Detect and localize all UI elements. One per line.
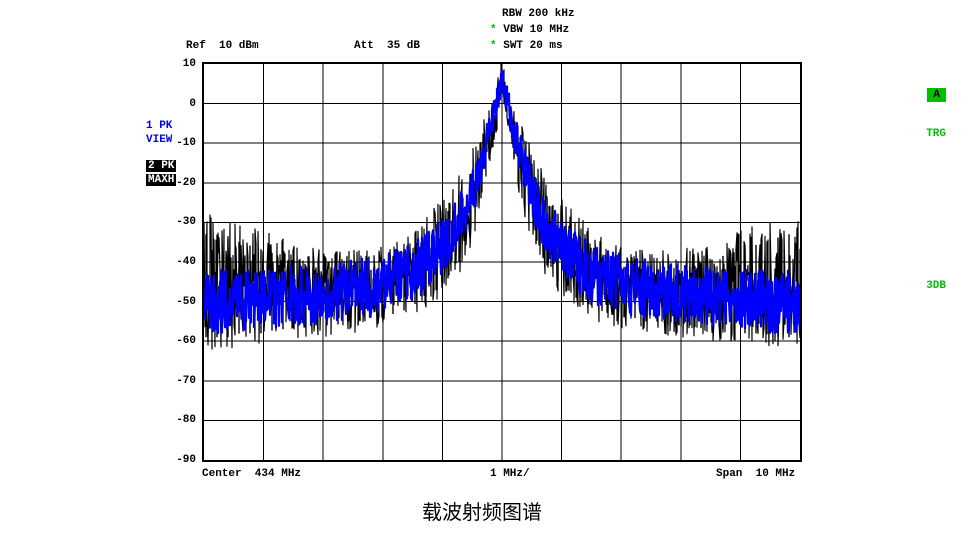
trace2-maxh-label: MAXH	[146, 174, 176, 186]
badge-a: A	[927, 88, 946, 102]
ytick-label: -90	[176, 454, 196, 466]
threedb-label: 3DB	[926, 280, 946, 292]
swt-label: * SWT 20 ms	[490, 40, 563, 52]
ytick-label: 0	[189, 98, 196, 110]
vbw-label: * VBW 10 MHz	[490, 24, 569, 36]
ytick-label: 10	[183, 58, 196, 70]
spectrum-analyzer-figure: { "header": { "rbw": "RBW 200 kHz", "vbw…	[0, 0, 964, 546]
span-label: Span 10 MHz	[716, 468, 795, 480]
ytick-label: -70	[176, 375, 196, 387]
ytick-label: -20	[176, 177, 196, 189]
swt-value: SWT 20 ms	[503, 40, 562, 52]
center-freq-label: Center 434 MHz	[202, 468, 301, 480]
ytick-label: -40	[176, 256, 196, 268]
trace1-pk-label: 1 PK	[146, 120, 172, 132]
ytick-label: -10	[176, 137, 196, 149]
att-label: Att 35 dB	[354, 40, 420, 52]
perdiv-label: 1 MHz/	[490, 468, 530, 480]
ytick-label: -80	[176, 414, 196, 426]
ytick-label: -50	[176, 296, 196, 308]
trace1-view-label: VIEW	[146, 134, 172, 146]
ref-label: Ref 10 dBm	[186, 40, 259, 52]
figure-caption: 载波射频图谱	[0, 496, 964, 525]
spectrum-plot	[204, 64, 800, 460]
trg-label: TRG	[926, 128, 946, 140]
ytick-label: -60	[176, 335, 196, 347]
vbw-value: VBW 10 MHz	[503, 24, 569, 36]
trace2-pk-label: 2 PK	[146, 160, 176, 172]
rbw-label: RBW 200 kHz	[502, 8, 575, 20]
plot-frame	[202, 62, 802, 462]
ytick-label: -30	[176, 216, 196, 228]
